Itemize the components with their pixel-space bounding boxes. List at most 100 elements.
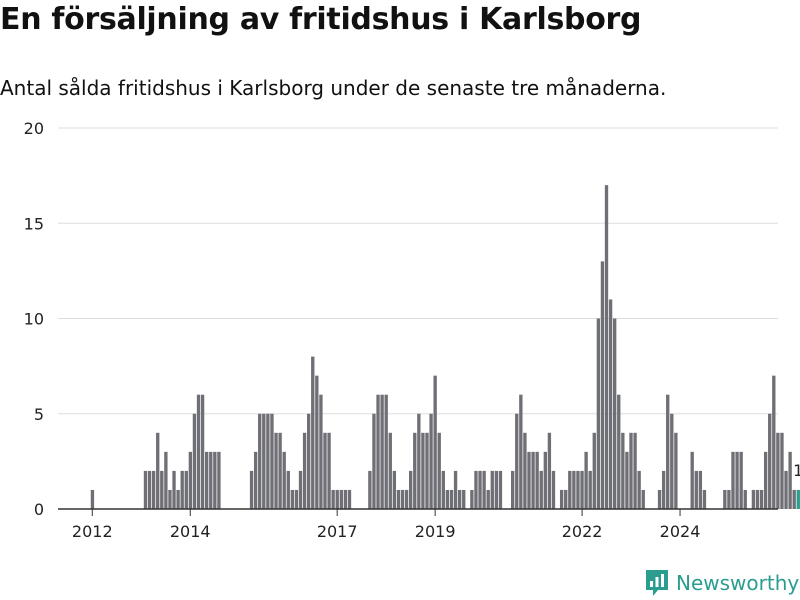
bar (172, 470, 176, 509)
bar (184, 470, 188, 509)
bar (462, 489, 466, 509)
bar (576, 470, 580, 509)
bar (702, 489, 707, 509)
bar (400, 489, 405, 509)
bar (437, 432, 441, 509)
bar (176, 489, 180, 509)
bar (694, 470, 698, 509)
bar (209, 451, 213, 509)
bar (780, 432, 784, 509)
bar (388, 432, 392, 509)
bar (453, 470, 458, 509)
bar (772, 375, 776, 509)
bar (294, 489, 299, 509)
bar (723, 489, 727, 509)
bar (572, 470, 576, 509)
bar (755, 489, 760, 509)
bar (596, 318, 601, 509)
bar (421, 432, 425, 509)
bar (433, 375, 437, 509)
bar (270, 413, 274, 509)
y-tick-label: 15 (24, 214, 44, 233)
bar (784, 470, 788, 509)
chart-title: En försäljning av fritidshus i Karlsborg (0, 2, 642, 37)
data-label: 1 (793, 461, 800, 480)
bar (494, 470, 499, 509)
bar (200, 394, 205, 509)
bar (196, 394, 201, 509)
bar (551, 470, 556, 509)
bar (319, 394, 323, 509)
bar (311, 356, 315, 509)
bar (164, 451, 168, 509)
bar (286, 470, 290, 509)
bar (384, 394, 388, 509)
bar (592, 432, 596, 509)
bar (768, 413, 772, 509)
bar (449, 489, 454, 509)
bar (413, 432, 417, 509)
bar (739, 451, 743, 509)
bar (372, 413, 376, 509)
bar (298, 470, 303, 509)
bar (792, 489, 796, 509)
bar (547, 432, 552, 509)
y-tick-label: 0 (34, 500, 44, 519)
bar (404, 489, 409, 509)
bar (147, 470, 152, 509)
bar (213, 451, 217, 509)
bar (727, 489, 731, 509)
bar (302, 432, 307, 509)
bar (580, 470, 584, 509)
bar (515, 413, 519, 509)
bar (266, 413, 270, 509)
bar (327, 432, 331, 509)
bar (588, 470, 592, 509)
brand-logo: Newsworthy (644, 568, 799, 598)
bar (217, 451, 221, 509)
x-tick-label: 2014 (170, 522, 211, 541)
bar (617, 394, 621, 509)
bar (441, 470, 445, 509)
bar (474, 470, 478, 509)
bar (604, 185, 609, 509)
bar (535, 451, 539, 509)
brand-name: Newsworthy (676, 571, 800, 595)
bar (478, 470, 482, 509)
x-tick-label: 2012 (72, 522, 113, 541)
bar (482, 470, 486, 509)
newsworthy-logo-icon (646, 570, 668, 596)
bar (290, 489, 295, 509)
bar (151, 470, 156, 509)
bar (759, 489, 764, 509)
y-tick-label: 10 (24, 310, 44, 329)
bar (188, 451, 193, 509)
bar (249, 470, 254, 509)
bar (743, 489, 747, 509)
bar (751, 489, 756, 509)
bar (776, 432, 780, 509)
bar (282, 451, 286, 509)
bar (486, 489, 490, 509)
bar (258, 413, 262, 509)
bar (531, 451, 535, 509)
bar (796, 489, 800, 509)
x-tick-label: 2022 (562, 522, 603, 541)
bar (666, 394, 670, 509)
bar (621, 432, 625, 509)
bar (457, 489, 462, 509)
bar (347, 489, 352, 509)
bar (674, 432, 678, 509)
bar (90, 489, 95, 509)
x-tick-label: 2017 (317, 522, 358, 541)
bar (409, 470, 413, 509)
y-tick-label: 20 (24, 119, 44, 138)
bar (625, 451, 629, 509)
bar (156, 432, 160, 509)
bar (278, 432, 282, 509)
bar (698, 470, 703, 509)
bar (543, 451, 547, 509)
bar (763, 451, 768, 509)
bar (205, 451, 209, 509)
bar (335, 489, 339, 509)
